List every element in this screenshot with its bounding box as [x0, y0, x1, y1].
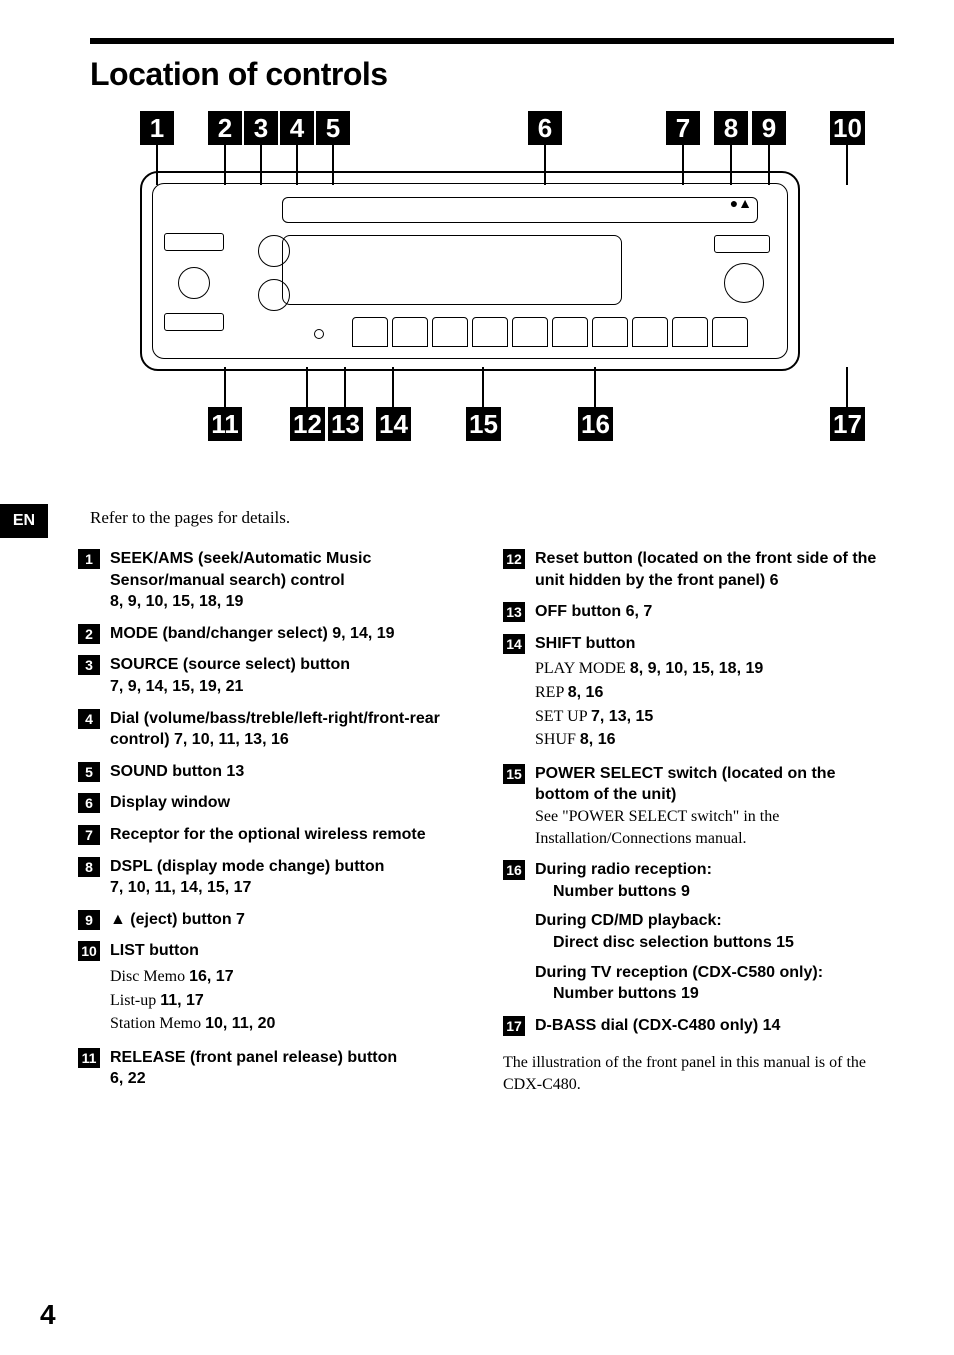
control-item-14: 14 SHIFT buttonPLAY MODE 8, 9, 10, 15, 18… [503, 633, 894, 753]
controls-list: 1 SEEK/AMS (seek/Automatic Music Sensor/m… [78, 548, 894, 1100]
horizontal-rule [90, 38, 894, 44]
callout-8: 8 [714, 111, 748, 145]
control-item-2: 2 MODE (band/changer select) 9, 14, 19 [78, 623, 469, 645]
item-body: LIST buttonDisc Memo 16, 17List-up 11, 1… [110, 940, 469, 1036]
control-item-17: 17 D-BASS dial (CDX-C480 only) 14 [503, 1015, 894, 1037]
diagram-container: ●▲ 1234567891011121314151617 [90, 111, 894, 441]
callout-11: 11 [208, 407, 242, 441]
callout-3: 3 [244, 111, 278, 145]
callout-5: 5 [316, 111, 350, 145]
item-number: 12 [503, 549, 525, 569]
control-item-13: 13 OFF button 6, 7 [503, 601, 894, 623]
item-number: 9 [78, 910, 100, 930]
item-number: 11 [78, 1048, 100, 1068]
language-tab: EN [0, 504, 48, 538]
callout-2: 2 [208, 111, 242, 145]
control-item-4: 4 Dial (volume/bass/treble/left-right/fro… [78, 708, 469, 751]
callout-9: 9 [752, 111, 786, 145]
control-item-3: 3 SOURCE (source select) button7, 9, 14, … [78, 654, 469, 697]
item-number: 15 [503, 764, 525, 784]
callout-15: 15 [466, 407, 501, 441]
item-body: SOUND button 13 [110, 761, 469, 783]
item-body: SOURCE (source select) button7, 9, 14, 1… [110, 654, 469, 697]
callout-12: 12 [290, 407, 325, 441]
footer-note: The illustration of the front panel in t… [503, 1052, 894, 1095]
callout-6: 6 [528, 111, 562, 145]
item-body: Receptor for the optional wireless remot… [110, 824, 469, 846]
item-body: During radio reception:Number buttons 9D… [535, 859, 894, 1005]
item-number: 6 [78, 793, 100, 813]
item-body: SEEK/AMS (seek/Automatic Music Sensor/ma… [110, 548, 469, 613]
item-body: DSPL (display mode change) button7, 10, … [110, 856, 469, 899]
control-item-15: 15 POWER SELECT switch (located on the bo… [503, 763, 894, 849]
callout-10: 10 [830, 111, 865, 145]
item-number: 10 [78, 941, 100, 961]
item-number: 16 [503, 860, 525, 880]
item-body: Dial (volume/bass/treble/left-right/fron… [110, 708, 469, 751]
callout-13: 13 [328, 407, 363, 441]
item-number: 7 [78, 825, 100, 845]
control-item-12: 12 Reset button (located on the front sid… [503, 548, 894, 591]
control-item-5: 5 SOUND button 13 [78, 761, 469, 783]
item-number: 8 [78, 857, 100, 877]
item-number: 5 [78, 762, 100, 782]
item-body: RELEASE (front panel release) button6, 2… [110, 1047, 469, 1090]
callout-16: 16 [578, 407, 613, 441]
control-item-1: 1 SEEK/AMS (seek/Automatic Music Sensor/m… [78, 548, 469, 613]
control-item-8: 8 DSPL (display mode change) button7, 10,… [78, 856, 469, 899]
control-item-10: 10 LIST buttonDisc Memo 16, 17List-up 11,… [78, 940, 469, 1036]
item-number: 2 [78, 624, 100, 644]
item-number: 14 [503, 634, 525, 654]
intro-text: Refer to the pages for details. [90, 508, 290, 528]
item-body: D-BASS dial (CDX-C480 only) 14 [535, 1015, 894, 1037]
item-body: ▲ (eject) button 7 [110, 909, 469, 931]
item-body: SHIFT buttonPLAY MODE 8, 9, 10, 15, 18, … [535, 633, 894, 753]
item-body: POWER SELECT switch (located on the bott… [535, 763, 894, 849]
item-body: MODE (band/changer select) 9, 14, 19 [110, 623, 469, 645]
item-body: OFF button 6, 7 [535, 601, 894, 623]
control-item-6: 6 Display window [78, 792, 469, 814]
callout-7: 7 [666, 111, 700, 145]
control-item-16: 16 During radio reception:Number buttons … [503, 859, 894, 1005]
item-body: Reset button (located on the front side … [535, 548, 894, 591]
item-number: 4 [78, 709, 100, 729]
item-number: 13 [503, 602, 525, 622]
item-body: Display window [110, 792, 469, 814]
item-number: 17 [503, 1016, 525, 1036]
item-number: 3 [78, 655, 100, 675]
callout-1: 1 [140, 111, 174, 145]
callout-14: 14 [376, 407, 411, 441]
item-number: 1 [78, 549, 100, 569]
page-number: 4 [40, 1299, 56, 1331]
device-outline: ●▲ [140, 171, 800, 371]
control-item-9: 9 ▲ (eject) button 7 [78, 909, 469, 931]
callout-4: 4 [280, 111, 314, 145]
control-item-11: 11 RELEASE (front panel release) button6,… [78, 1047, 469, 1090]
control-item-7: 7 Receptor for the optional wireless remo… [78, 824, 469, 846]
callout-17: 17 [830, 407, 865, 441]
page-title: Location of controls [90, 56, 894, 93]
